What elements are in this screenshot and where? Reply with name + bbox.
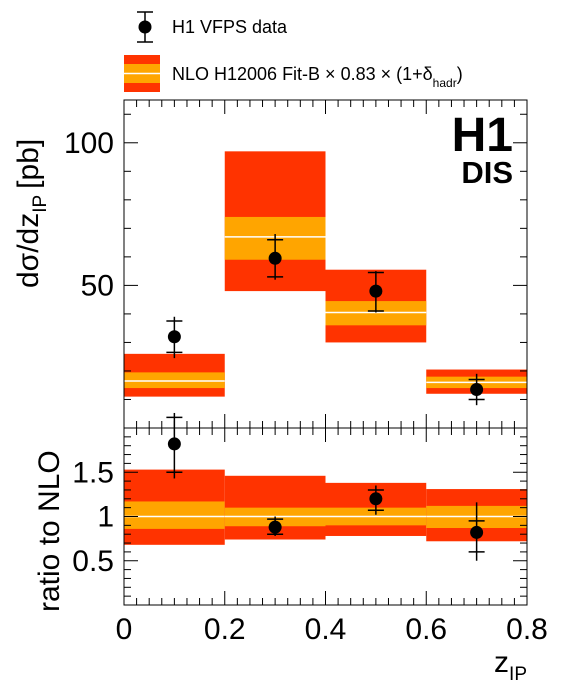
x-axis-title-main: z <box>494 646 509 679</box>
process-label: DIS <box>461 155 513 190</box>
y-tick-label: 1 <box>97 501 114 534</box>
data-point <box>167 330 181 344</box>
experiment-name: H1 <box>452 109 513 162</box>
bottom-nlo-bands <box>124 469 527 545</box>
x-tick-label: 0.8 <box>506 613 548 646</box>
top-ylabel-sub: IP <box>30 195 51 213</box>
legend-data-label: H1 VFPS data <box>172 17 288 37</box>
data-point <box>369 492 383 506</box>
top-ylabel-main: dσ/dz <box>12 213 45 288</box>
x-tick-label: 0.4 <box>305 613 347 646</box>
data-point <box>470 382 484 396</box>
data-point <box>470 525 484 539</box>
y-tick-label: 50 <box>81 269 114 302</box>
top-ylabel-unit: [pb] <box>12 139 45 189</box>
top-data-points <box>166 234 485 406</box>
y-tick-label: 100 <box>64 127 114 160</box>
top-axes: 50 100 <box>64 100 528 429</box>
legend-data-marker <box>137 11 153 43</box>
legend-nlo-label-main: NLO H12006 Fit-B × 0.83 × (1+δ <box>172 64 433 84</box>
x-tick-label: 0.6 <box>405 613 447 646</box>
data-point <box>369 284 383 298</box>
data-point <box>167 437 181 451</box>
nlo-inner-band <box>124 501 225 529</box>
data-point <box>268 520 282 534</box>
x-axis-title: zIP <box>494 646 527 685</box>
y-tick-label: 1.5 <box>72 456 114 489</box>
top-y-axis-title: dσ/dzIP [pb] <box>12 139 51 288</box>
y-tick-label: 0.5 <box>72 545 114 578</box>
bottom-data-points <box>166 412 485 561</box>
legend: H1 VFPS data NLO H12006 Fit-B × 0.83 × (… <box>124 11 463 92</box>
bottom-panel: 0.5 1 1.5 0 0.2 0.4 0.6 0.8 ratio to NLO zIP <box>33 412 548 685</box>
legend-nlo-label-close: ) <box>457 64 463 84</box>
legend-nlo-label-sub: hadr <box>433 76 457 90</box>
x-tick-label: 0 <box>116 613 133 646</box>
x-tick-label: 0.2 <box>204 613 246 646</box>
top-panel: 50 100 H1 DIS dσ/dzIP [pb] <box>12 99 528 429</box>
x-axis-title-sub: IP <box>509 664 527 685</box>
bottom-axes: 0.5 1 1.5 0 0.2 0.4 0.6 0.8 <box>72 427 548 646</box>
data-point <box>268 251 282 265</box>
legend-nlo-label: NLO H12006 Fit-B × 0.83 × (1+δhadr) <box>172 64 463 90</box>
bottom-y-axis-title: ratio to NLO <box>33 450 66 612</box>
legend-nlo-band <box>124 55 160 92</box>
bottom-panel-frame <box>123 427 528 606</box>
